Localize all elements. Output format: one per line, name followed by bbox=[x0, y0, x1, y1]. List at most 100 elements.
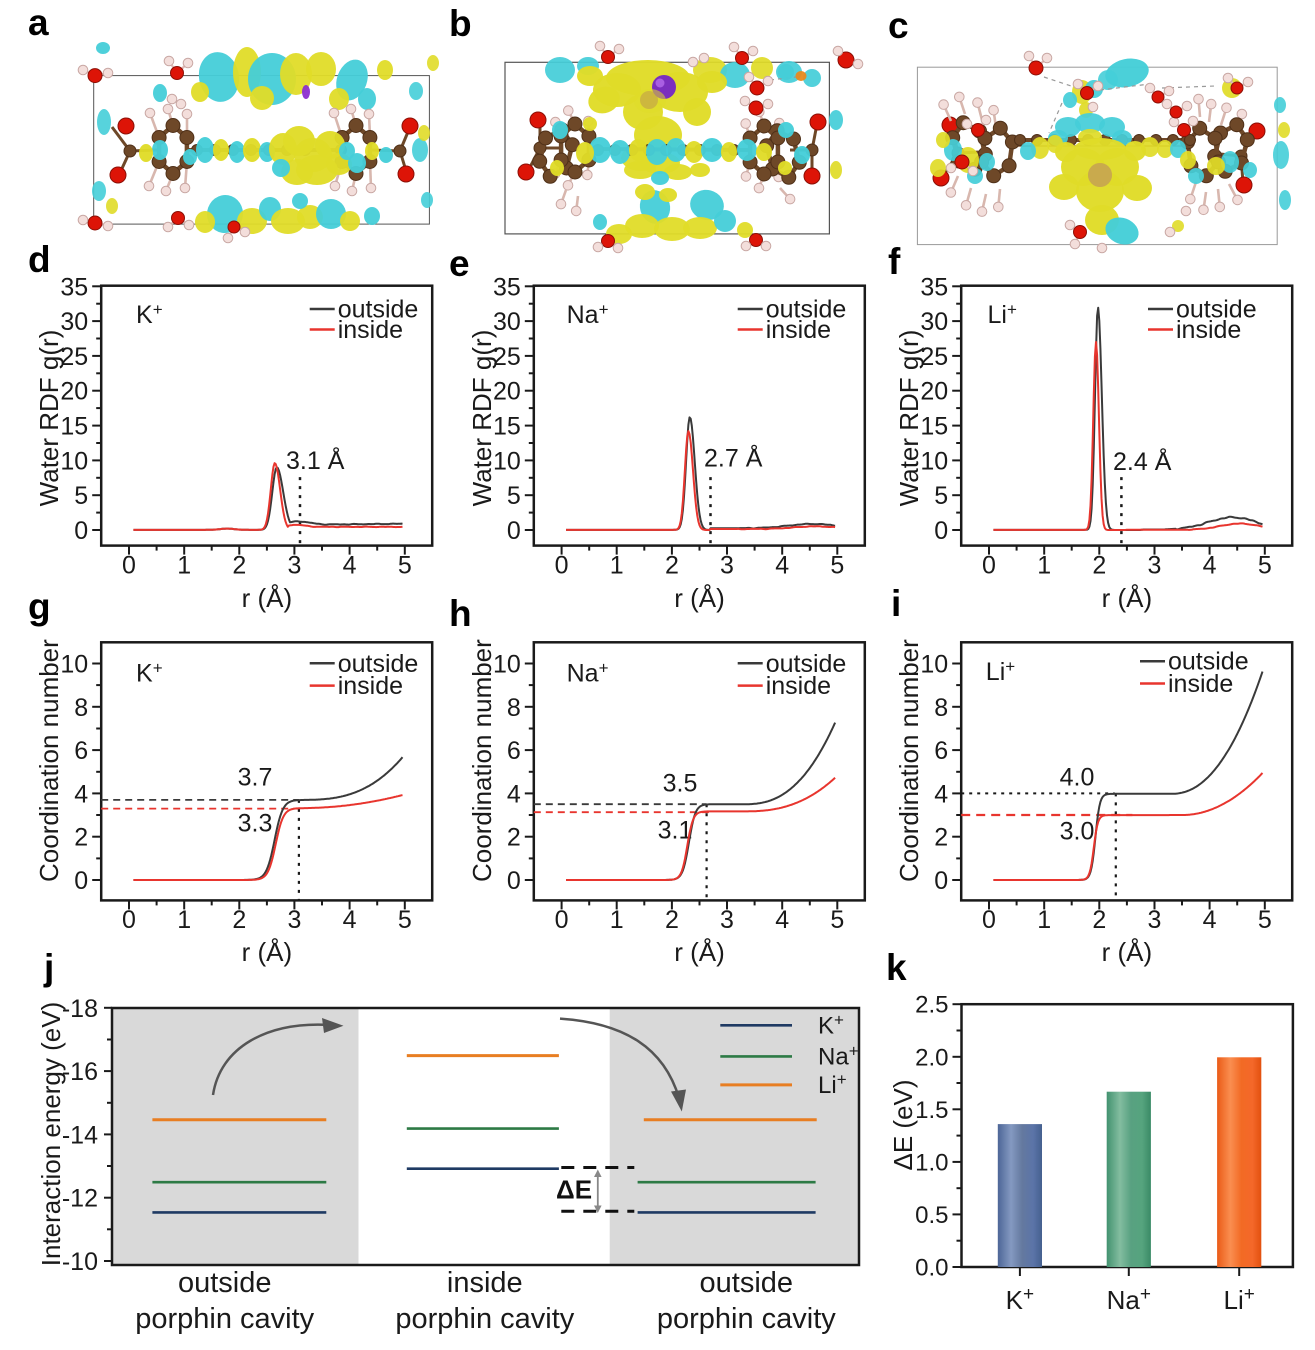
svg-text:h: h bbox=[449, 593, 472, 634]
svg-text:4: 4 bbox=[343, 552, 357, 580]
svg-text:3: 3 bbox=[720, 552, 734, 580]
svg-text:2: 2 bbox=[232, 906, 246, 934]
svg-text:2.4 Å: 2.4 Å bbox=[1113, 446, 1172, 476]
svg-text:5: 5 bbox=[934, 482, 948, 510]
svg-text:outside: outside bbox=[1176, 296, 1257, 324]
svg-text:25: 25 bbox=[493, 343, 521, 371]
svg-text:20: 20 bbox=[493, 378, 521, 406]
svg-text:0: 0 bbox=[74, 517, 88, 545]
svg-text:Li+: Li+ bbox=[818, 1070, 847, 1099]
svg-text:Coordination number: Coordination number bbox=[34, 639, 64, 882]
svg-text:inside: inside bbox=[766, 672, 831, 700]
svg-text:-16: -16 bbox=[62, 1058, 98, 1086]
svg-text:3: 3 bbox=[287, 906, 301, 934]
svg-text:Coordination number: Coordination number bbox=[894, 639, 924, 882]
svg-text:e: e bbox=[449, 243, 470, 284]
svg-text:j: j bbox=[43, 947, 54, 988]
svg-text:3.1: 3.1 bbox=[658, 817, 693, 845]
svg-text:inside: inside bbox=[338, 316, 403, 344]
svg-text:5: 5 bbox=[1258, 552, 1272, 580]
svg-text:25: 25 bbox=[920, 343, 948, 371]
svg-text:porphin cavity: porphin cavity bbox=[657, 1303, 836, 1335]
svg-text:5: 5 bbox=[74, 482, 88, 510]
svg-text:0.5: 0.5 bbox=[915, 1202, 948, 1229]
svg-text:10: 10 bbox=[493, 447, 521, 475]
svg-text:30: 30 bbox=[60, 308, 88, 336]
svg-text:0: 0 bbox=[74, 867, 88, 895]
svg-text:4: 4 bbox=[775, 906, 789, 934]
svg-text:b: b bbox=[449, 3, 472, 44]
svg-text:outside: outside bbox=[766, 650, 847, 678]
svg-text:-14: -14 bbox=[62, 1121, 98, 1149]
svg-text:r (Å): r (Å) bbox=[242, 937, 293, 967]
svg-text:ΔE: ΔE bbox=[556, 1175, 592, 1205]
svg-text:6: 6 bbox=[934, 737, 948, 765]
svg-text:2.0: 2.0 bbox=[915, 1044, 948, 1071]
svg-text:r (Å): r (Å) bbox=[674, 583, 725, 613]
svg-text:4: 4 bbox=[343, 906, 357, 934]
svg-text:1: 1 bbox=[610, 552, 624, 580]
svg-text:4: 4 bbox=[74, 780, 88, 808]
svg-text:5: 5 bbox=[1258, 906, 1272, 934]
svg-text:1: 1 bbox=[610, 906, 624, 934]
svg-text:5: 5 bbox=[398, 906, 412, 934]
svg-text:-18: -18 bbox=[62, 995, 98, 1023]
svg-text:3: 3 bbox=[287, 552, 301, 580]
svg-text:2: 2 bbox=[1092, 552, 1106, 580]
svg-text:i: i bbox=[891, 583, 901, 624]
svg-text:3: 3 bbox=[720, 906, 734, 934]
svg-text:35: 35 bbox=[60, 273, 88, 301]
svg-text:3.1 Å: 3.1 Å bbox=[286, 445, 345, 475]
svg-text:outside: outside bbox=[700, 1267, 794, 1299]
svg-text:20: 20 bbox=[920, 378, 948, 406]
svg-text:1: 1 bbox=[177, 906, 191, 934]
svg-text:30: 30 bbox=[920, 308, 948, 336]
svg-text:0: 0 bbox=[555, 906, 569, 934]
svg-text:outside: outside bbox=[178, 1267, 272, 1299]
svg-text:5: 5 bbox=[830, 906, 844, 934]
svg-text:f: f bbox=[888, 241, 901, 282]
svg-text:0: 0 bbox=[982, 906, 996, 934]
svg-text:outside: outside bbox=[338, 296, 419, 324]
svg-text:Coordination number: Coordination number bbox=[467, 639, 497, 882]
svg-text:4.0: 4.0 bbox=[1060, 764, 1095, 792]
svg-text:r (Å): r (Å) bbox=[242, 583, 293, 613]
svg-text:8: 8 bbox=[934, 694, 948, 722]
svg-text:5: 5 bbox=[507, 482, 521, 510]
svg-text:Water RDF g(r): Water RDF g(r) bbox=[894, 330, 924, 507]
svg-text:35: 35 bbox=[493, 273, 521, 301]
svg-text:3.7: 3.7 bbox=[238, 764, 273, 792]
svg-text:Water RDF g(r): Water RDF g(r) bbox=[34, 330, 64, 507]
svg-text:2: 2 bbox=[934, 824, 948, 852]
svg-text:0: 0 bbox=[934, 517, 948, 545]
svg-text:15: 15 bbox=[493, 413, 521, 441]
svg-text:-10: -10 bbox=[62, 1248, 98, 1276]
svg-text:10: 10 bbox=[920, 447, 948, 475]
svg-text:20: 20 bbox=[60, 378, 88, 406]
svg-text:inside: inside bbox=[766, 316, 831, 344]
svg-text:0: 0 bbox=[122, 552, 136, 580]
svg-text:1.5: 1.5 bbox=[915, 1097, 948, 1124]
svg-text:2.7 Å: 2.7 Å bbox=[704, 443, 763, 473]
svg-text:porphin cavity: porphin cavity bbox=[395, 1303, 574, 1335]
svg-text:0.0: 0.0 bbox=[915, 1255, 948, 1282]
svg-text:outside: outside bbox=[766, 296, 847, 324]
svg-text:3: 3 bbox=[1148, 552, 1162, 580]
svg-text:30: 30 bbox=[493, 308, 521, 336]
svg-text:3: 3 bbox=[1148, 906, 1162, 934]
svg-text:porphin cavity: porphin cavity bbox=[135, 1303, 314, 1335]
svg-text:outside: outside bbox=[338, 650, 419, 678]
svg-text:inside: inside bbox=[1176, 316, 1241, 344]
svg-text:1: 1 bbox=[1037, 906, 1051, 934]
svg-text:0: 0 bbox=[934, 867, 948, 895]
svg-text:10: 10 bbox=[493, 651, 521, 679]
svg-text:2: 2 bbox=[665, 906, 679, 934]
svg-text:r (Å): r (Å) bbox=[1102, 937, 1153, 967]
svg-text:2: 2 bbox=[665, 552, 679, 580]
svg-text:0: 0 bbox=[507, 867, 521, 895]
svg-text:1.0: 1.0 bbox=[915, 1149, 948, 1176]
svg-text:4: 4 bbox=[934, 780, 948, 808]
svg-text:2.5: 2.5 bbox=[915, 992, 948, 1019]
svg-text:outside: outside bbox=[1168, 648, 1249, 676]
svg-text:10: 10 bbox=[60, 447, 88, 475]
